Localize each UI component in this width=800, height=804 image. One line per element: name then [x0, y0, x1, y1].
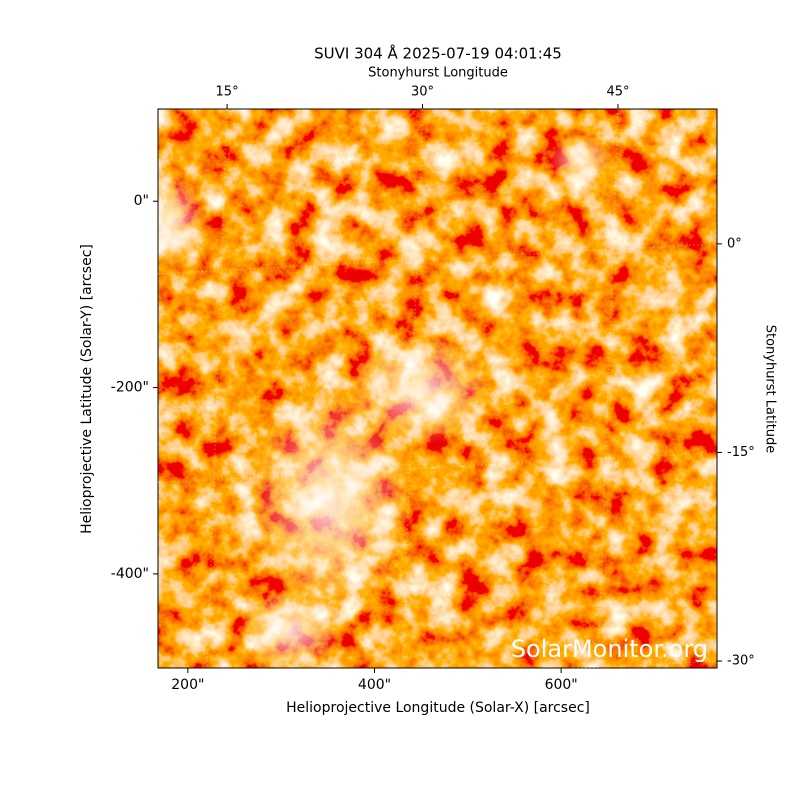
y-tick-label: -200" — [111, 380, 149, 396]
top-tick-label: 30° — [411, 85, 434, 100]
top-tick-label: 15° — [216, 85, 239, 100]
y-tick-label: -400" — [111, 566, 149, 582]
x-tick-label: 400" — [358, 677, 391, 693]
top-tick-label: 45° — [606, 85, 629, 100]
x-tick-label: 200" — [171, 677, 204, 693]
y-axis-label: Helioprojective Latitude (Solar-Y) [arcs… — [79, 244, 95, 534]
top-axis-label: Stonyhurst Longitude — [368, 66, 508, 81]
right-tick-label: 0° — [727, 236, 742, 251]
y-tick-label: 0" — [134, 193, 149, 209]
x-tick-label: 600" — [545, 677, 578, 693]
right-tick-label: -15° — [727, 445, 755, 460]
right-tick-label: -30° — [727, 654, 755, 669]
x-axis-label: Helioprojective Longitude (Solar-X) [arc… — [286, 700, 590, 716]
watermark: SolarMonitor.org — [511, 635, 708, 663]
right-axis-label: Stonyhurst Latitude — [763, 325, 778, 454]
plot-frame — [157, 108, 718, 669]
chart-title: SUVI 304 Å 2025-07-19 04:01:45 — [314, 44, 562, 63]
solar-image — [158, 109, 717, 668]
